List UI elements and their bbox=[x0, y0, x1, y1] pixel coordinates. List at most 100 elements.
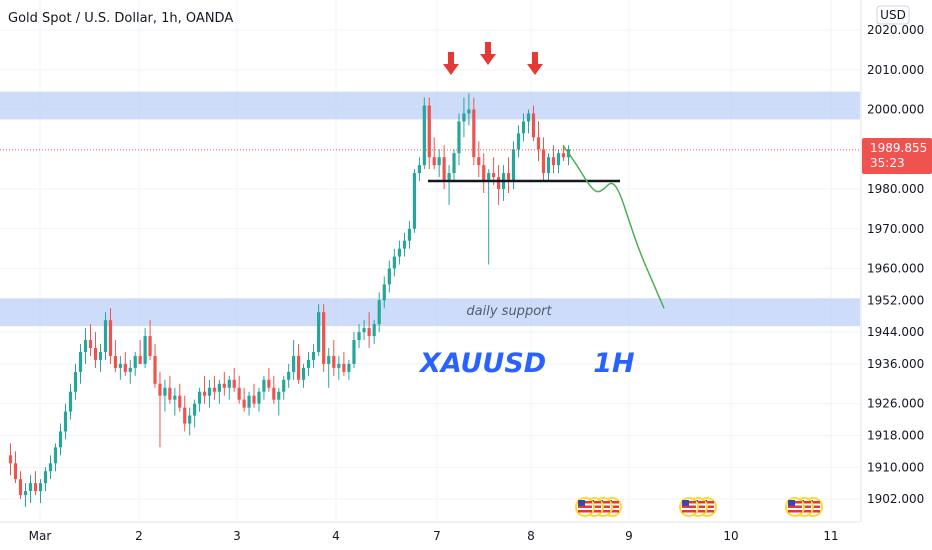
candle-body[interactable] bbox=[487, 173, 491, 182]
candle-body[interactable] bbox=[367, 328, 371, 337]
economic-event-marker[interactable] bbox=[679, 497, 717, 517]
candle-body[interactable] bbox=[252, 395, 256, 404]
candle-body[interactable] bbox=[123, 363, 127, 372]
candle-body[interactable] bbox=[202, 391, 207, 396]
candle-body[interactable] bbox=[183, 407, 187, 424]
candle-body[interactable] bbox=[402, 240, 407, 249]
candle-body[interactable] bbox=[561, 153, 566, 158]
candle-body[interactable] bbox=[457, 121, 461, 154]
candle-body[interactable] bbox=[158, 383, 162, 396]
candle-body[interactable] bbox=[387, 268, 391, 285]
candle-body[interactable] bbox=[138, 355, 142, 364]
candle-body[interactable] bbox=[327, 355, 331, 364]
candle-body[interactable] bbox=[531, 113, 536, 138]
time-axis[interactable]: Mar 2 3 4 7 8 9 10 11 bbox=[0, 521, 860, 543]
candle-body[interactable] bbox=[133, 355, 137, 368]
candle-body[interactable] bbox=[173, 395, 177, 400]
candle-body[interactable] bbox=[108, 320, 113, 356]
event-markers[interactable] bbox=[575, 497, 823, 517]
candle-body[interactable] bbox=[73, 371, 78, 392]
candle-body[interactable] bbox=[412, 173, 417, 229]
candle-body[interactable] bbox=[422, 105, 426, 166]
candle-body[interactable] bbox=[207, 387, 212, 396]
candle-body[interactable] bbox=[482, 165, 486, 182]
currency-button[interactable]: USD bbox=[876, 5, 910, 25]
candle-body[interactable] bbox=[247, 395, 251, 408]
candle-body[interactable] bbox=[197, 391, 202, 404]
candle-body[interactable] bbox=[143, 336, 147, 364]
candle-body[interactable] bbox=[287, 371, 291, 380]
candle-body[interactable] bbox=[48, 463, 53, 472]
economic-event-marker[interactable] bbox=[575, 497, 622, 517]
candle-body[interactable] bbox=[68, 391, 73, 412]
candle-body[interactable] bbox=[83, 340, 88, 352]
candle-body[interactable] bbox=[58, 431, 63, 448]
candle-body[interactable] bbox=[467, 109, 471, 114]
candle-body[interactable] bbox=[541, 149, 546, 174]
candle-body[interactable] bbox=[78, 351, 83, 372]
candle-body[interactable] bbox=[347, 363, 351, 372]
symbol-title[interactable]: Gold Spot / U.S. Dollar, 1h, OANDA bbox=[8, 11, 233, 26]
candle-body[interactable] bbox=[262, 379, 266, 392]
candle-body[interactable] bbox=[536, 137, 541, 150]
candle-body[interactable] bbox=[296, 355, 301, 380]
candle-body[interactable] bbox=[362, 328, 366, 333]
candle-body[interactable] bbox=[472, 109, 476, 158]
candle-body[interactable] bbox=[352, 340, 356, 364]
candle-body[interactable] bbox=[222, 383, 226, 388]
candle-body[interactable] bbox=[377, 300, 381, 325]
candle-body[interactable] bbox=[148, 336, 152, 356]
price-axis[interactable]: 2020.000 2010.000 2000.000 1980.000 1970.000… bbox=[860, 0, 924, 522]
candle-body[interactable] bbox=[88, 340, 93, 348]
candle-body[interactable] bbox=[242, 399, 246, 408]
candle-body[interactable] bbox=[43, 471, 48, 484]
candle-body[interactable] bbox=[317, 312, 321, 352]
candle-body[interactable] bbox=[178, 395, 182, 408]
candle-body[interactable] bbox=[163, 387, 167, 396]
candle-body[interactable] bbox=[272, 387, 276, 400]
candle-body[interactable] bbox=[357, 332, 361, 341]
candle-body[interactable] bbox=[301, 367, 306, 380]
candle-body[interactable] bbox=[322, 312, 326, 364]
candle-body[interactable] bbox=[98, 351, 103, 360]
candle-body[interactable] bbox=[212, 387, 217, 392]
candle-body[interactable] bbox=[227, 379, 231, 388]
candlesticks[interactable] bbox=[8, 93, 571, 507]
candle-body[interactable] bbox=[33, 483, 38, 492]
candle-body[interactable] bbox=[516, 133, 521, 150]
candle-body[interactable] bbox=[382, 284, 386, 301]
candle-body[interactable] bbox=[427, 105, 431, 158]
candle-body[interactable] bbox=[332, 355, 336, 368]
candle-body[interactable] bbox=[496, 177, 501, 189]
candle-body[interactable] bbox=[546, 157, 551, 174]
candle-body[interactable] bbox=[23, 491, 28, 496]
candle-body[interactable] bbox=[477, 157, 481, 166]
candle-body[interactable] bbox=[267, 379, 271, 388]
candle-body[interactable] bbox=[38, 483, 43, 492]
economic-event-marker[interactable] bbox=[785, 497, 823, 517]
candle-body[interactable] bbox=[193, 403, 197, 416]
candle-body[interactable] bbox=[437, 157, 441, 166]
candle-body[interactable] bbox=[492, 173, 496, 178]
candle-body[interactable] bbox=[462, 113, 466, 122]
candle-body[interactable] bbox=[18, 479, 23, 496]
candle-body[interactable] bbox=[506, 173, 511, 182]
candle-body[interactable] bbox=[153, 355, 157, 384]
candle-body[interactable] bbox=[53, 447, 58, 464]
candle-body[interactable] bbox=[556, 153, 561, 166]
candle-body[interactable] bbox=[447, 173, 451, 182]
candle-body[interactable] bbox=[63, 411, 68, 432]
candle-body[interactable] bbox=[13, 463, 18, 480]
candle-body[interactable] bbox=[118, 363, 122, 368]
candle-body[interactable] bbox=[277, 391, 281, 400]
candle-body[interactable] bbox=[342, 363, 346, 372]
candle-body[interactable] bbox=[511, 149, 516, 182]
candle-body[interactable] bbox=[93, 348, 98, 360]
candle-body[interactable] bbox=[392, 256, 396, 269]
candle-body[interactable] bbox=[128, 367, 132, 372]
candle-body[interactable] bbox=[237, 387, 241, 400]
candle-body[interactable] bbox=[442, 157, 446, 182]
candle-body[interactable] bbox=[292, 355, 296, 372]
